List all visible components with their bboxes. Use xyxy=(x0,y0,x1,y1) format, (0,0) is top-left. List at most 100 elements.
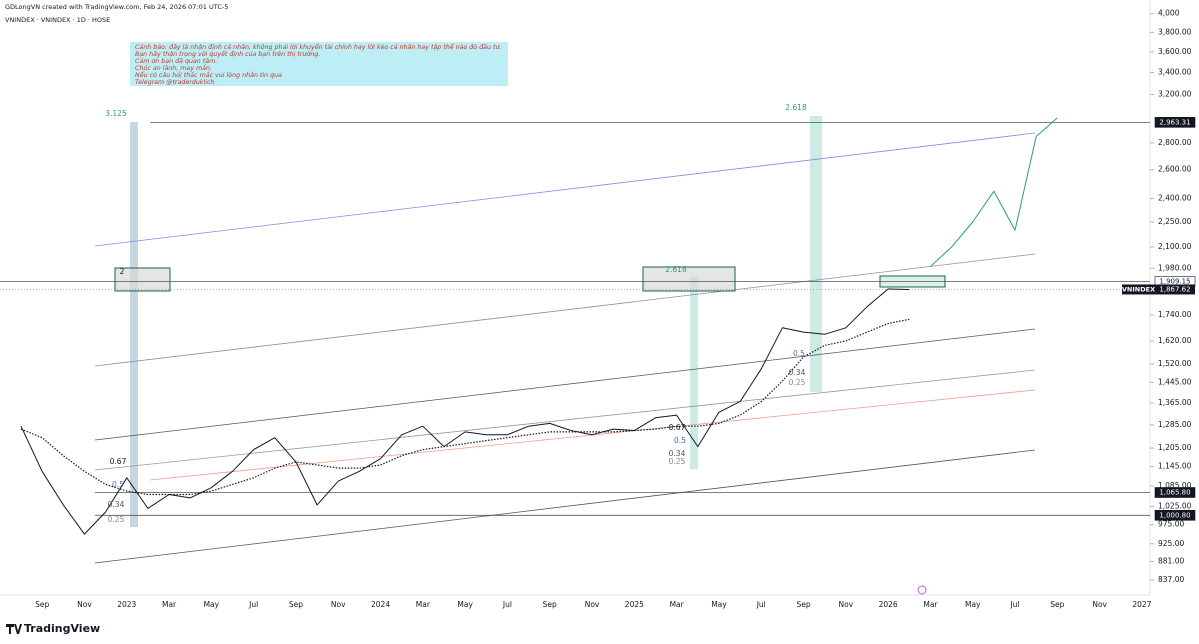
y-tick-label: 925.00 xyxy=(1158,539,1184,548)
y-tick-label: 2,400.00 xyxy=(1158,194,1192,203)
y-tick-label: 1,445.00 xyxy=(1158,377,1192,386)
series-line xyxy=(20,318,910,496)
x-tick-label: May xyxy=(965,600,981,609)
y-tick-label: 3,200.00 xyxy=(1158,90,1192,99)
channel-line xyxy=(94,328,1036,441)
x-tick-label: 2024 xyxy=(371,600,390,609)
x-tick-label: 2027 xyxy=(1132,600,1151,609)
level-tag xyxy=(1154,509,1196,521)
y-tick-label: 2,800.00 xyxy=(1158,138,1192,147)
x-tick-label: Sep xyxy=(796,600,810,609)
x-tick-label: Mar xyxy=(162,600,177,609)
x-tick-label: Nov xyxy=(331,600,346,609)
fib-bar xyxy=(130,122,138,527)
x-tick-label: 2025 xyxy=(625,600,644,609)
level-label: 1,000.80 xyxy=(1159,511,1190,519)
y-tick-label: 3,400.00 xyxy=(1158,68,1192,77)
x-tick-label: Mar xyxy=(923,600,938,609)
x-tick-label: Sep xyxy=(289,600,303,609)
channel-line xyxy=(94,369,1036,471)
x-tick-label: Nov xyxy=(1092,600,1107,609)
y-tick-label: 3,800.00 xyxy=(1158,27,1192,36)
y-tick-label: 2,100.00 xyxy=(1158,242,1192,251)
y-tick-label: 1,205.00 xyxy=(1158,443,1192,452)
y-tick-label: 1,025.00 xyxy=(1158,502,1192,511)
note-line: Chúc an lành, may mắn. xyxy=(135,64,212,72)
logo-icon xyxy=(6,624,22,634)
x-tick-label: Sep xyxy=(1050,600,1064,609)
fib-label: 0.25 xyxy=(669,457,686,466)
x-tick-label: Sep xyxy=(543,600,557,609)
fib-label: 2.618 xyxy=(785,103,807,112)
fib-bars xyxy=(130,116,822,527)
y-tick-label: 1,980.00 xyxy=(1158,263,1192,272)
channel-line xyxy=(94,253,1036,367)
fib-label: 0.67 xyxy=(669,423,686,432)
note-box xyxy=(130,42,508,86)
x-tick-label: Jul xyxy=(248,600,258,609)
x-tick-label: Jul xyxy=(756,600,766,609)
last-price-tag xyxy=(1155,284,1195,295)
note-line: Telegram @traderduklich xyxy=(135,78,214,86)
note-line: Nếu có câu hỏi thắc mắc vui lòng nhắn ti… xyxy=(135,71,282,79)
fib-label: 0.34 xyxy=(789,368,806,377)
x-tick-label: 2023 xyxy=(117,600,136,609)
header-symbol: VNINDEX · VNINDEX · 1D · HOSE xyxy=(5,16,110,24)
y-tick-label: 2,600.00 xyxy=(1158,165,1192,174)
y-tick-label: 1,740.00 xyxy=(1158,310,1192,319)
x-tick-label: Nov xyxy=(839,600,854,609)
fib-label: 0.34 xyxy=(108,500,125,509)
fib-label: 3.125 xyxy=(105,109,127,118)
fib-label: 0.25 xyxy=(789,378,806,387)
x-tick-label: Nov xyxy=(77,600,92,609)
note-line: Cảm ơn bạn đã quan tâm. xyxy=(135,57,217,65)
last-price-name: VNINDEX xyxy=(1122,285,1155,293)
header-created: GDLongVN created with TradingView.com, F… xyxy=(5,3,228,11)
fib-bar xyxy=(810,116,822,392)
last-price-name-tag xyxy=(1122,284,1155,295)
channel-line xyxy=(94,132,1036,247)
series-line xyxy=(930,117,1058,267)
y-tick-label: 4,000 xyxy=(1158,9,1180,18)
event-marker xyxy=(917,585,927,595)
x-tick-label: Jul xyxy=(502,600,512,609)
x-tick-label: May xyxy=(711,600,727,609)
footer-brand: TradingView xyxy=(24,622,100,635)
note-line: Bạn hãy thận trọng với quyết định của bạ… xyxy=(135,50,320,58)
level-label: 2,963.31 xyxy=(1159,118,1190,126)
y-tick-label: 881.00 xyxy=(1158,556,1184,565)
level-tag xyxy=(1154,487,1196,498)
y-tick-label: 837.00 xyxy=(1158,575,1184,584)
fib-label: 2 xyxy=(120,267,125,276)
fib-label: 0.5 xyxy=(112,480,124,489)
x-tick-label: Mar xyxy=(670,600,685,609)
y-tick-label: 1,285.00 xyxy=(1158,420,1192,429)
last-price-label: 1,867.62 xyxy=(1159,285,1190,293)
y-tick-label: 975.00 xyxy=(1158,520,1184,529)
x-tick-label: 2026 xyxy=(879,600,898,609)
fib-label: 0.25 xyxy=(108,515,125,524)
fib-label: 0.5 xyxy=(674,436,686,445)
note-line: Cảnh báo: đây là nhận định cá nhân, khôn… xyxy=(135,42,501,51)
fib-label: 2.618 xyxy=(665,265,687,274)
y-tick-label: 1,365.00 xyxy=(1158,398,1192,407)
x-tick-label: May xyxy=(457,600,473,609)
fib-label: 0.34 xyxy=(669,449,686,458)
y-tick-label: 1,520.00 xyxy=(1158,359,1192,368)
x-tick-label: Nov xyxy=(585,600,600,609)
x-tick-label: Jul xyxy=(1010,600,1020,609)
channel-line xyxy=(94,449,1036,564)
y-tick-label: 1,085.00 xyxy=(1158,481,1192,490)
x-tick-label: Sep xyxy=(35,600,49,609)
zone-box xyxy=(642,266,736,292)
x-tick-label: Mar xyxy=(416,600,431,609)
level-label: 1,909.15 xyxy=(1159,277,1190,285)
y-tick-label: 2,250.00 xyxy=(1158,217,1192,226)
fib-label: 0.5 xyxy=(793,349,805,358)
level-tag xyxy=(1154,117,1196,128)
fib-label: 0.67 xyxy=(110,457,127,466)
x-tick-label: May xyxy=(204,600,220,609)
fib-bar xyxy=(690,277,698,469)
